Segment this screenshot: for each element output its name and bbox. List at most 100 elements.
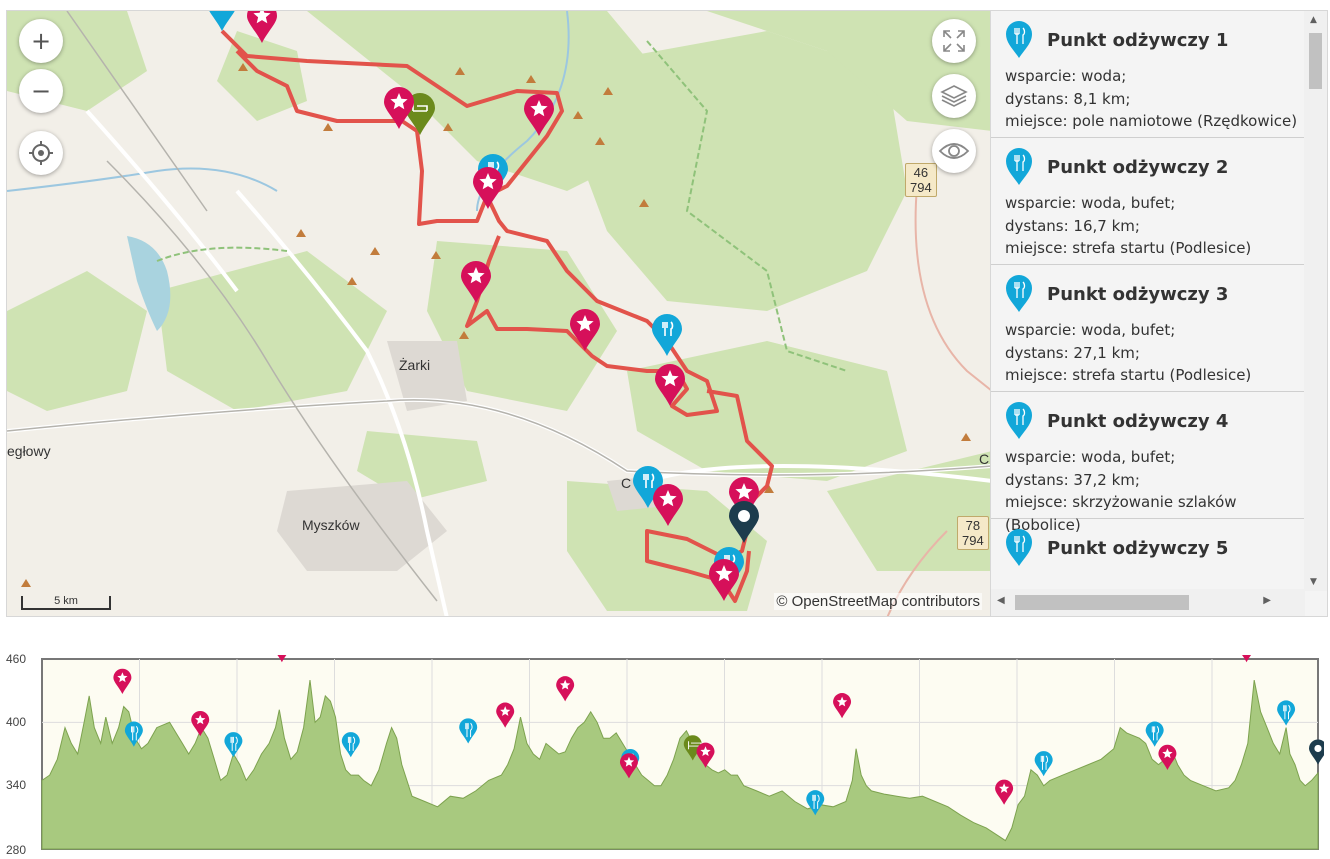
poi-details: wsparcie: woda, bufet; dystans: 27,1 km; m…: [1005, 319, 1298, 387]
star-marker-icon[interactable]: [496, 702, 515, 728]
poi-header: Punkt odżywczy 1: [1005, 19, 1298, 61]
elevation-profile[interactable]: 460 400 340 280: [0, 645, 1330, 859]
poi-place: miejsce: strefa startu (Podlesice): [1005, 366, 1252, 384]
star-marker-icon[interactable]: [524, 94, 554, 136]
fullscreen-icon: [943, 30, 965, 52]
star-marker-icon[interactable]: [473, 167, 503, 209]
star-marker-icon[interactable]: [1158, 744, 1177, 770]
poi-support: wsparcie: woda, bufet;: [1005, 448, 1176, 466]
poi-place: miejsce: skrzyżowanie szlaków (Bobolice): [1005, 493, 1237, 534]
place-name-partial-edge: C: [979, 451, 990, 467]
layers-icon: [940, 85, 968, 107]
map-view[interactable]: Żarki Myszków egłowy C C 46 794 78 794 +…: [6, 10, 991, 617]
star-marker-icon[interactable]: [619, 753, 638, 779]
fullscreen-button[interactable]: [932, 19, 976, 63]
star-marker-icon[interactable]: [461, 261, 491, 303]
vertical-scroll-thumb[interactable]: [1309, 33, 1322, 89]
y-tick-label: 280: [6, 843, 27, 857]
poi-distance: dystans: 37,2 km;: [1005, 470, 1140, 489]
food-marker-icon[interactable]: [652, 314, 682, 356]
food-marker-icon: [1006, 275, 1032, 312]
elevation-area: [41, 680, 1319, 850]
zoom-out-label: −: [30, 77, 52, 105]
star-marker-icon[interactable]: [833, 693, 852, 719]
y-tick-label: 340: [6, 778, 27, 792]
road-badge-78-794: 78 794: [957, 516, 989, 550]
food-marker-icon[interactable]: [341, 732, 360, 758]
star-marker-icon[interactable]: [1238, 655, 1256, 663]
road-number: 78: [965, 518, 981, 533]
road-number: 46: [913, 165, 929, 180]
poi-details: wsparcie: woda, bufet; dystans: 16,7 km; m…: [1005, 192, 1298, 260]
food-marker-icon: [1006, 148, 1032, 185]
locate-button[interactable]: [19, 131, 63, 175]
food-marker-icon[interactable]: [224, 732, 243, 758]
poi-list[interactable]: Punkt odżywczy 1 wsparcie: woda; dystans: …: [991, 11, 1304, 591]
poi-title: Punkt odżywczy 3: [1047, 283, 1229, 305]
poi-header: Punkt odżywczy 2: [1005, 146, 1298, 188]
place-name-partial: C: [621, 475, 632, 491]
finish-marker-icon[interactable]: [1309, 739, 1324, 765]
scale-label: 5 km: [54, 595, 78, 607]
star-marker-icon[interactable]: [384, 87, 414, 129]
poi-header: Punkt odżywczy 3: [1005, 273, 1298, 315]
food-marker-icon[interactable]: [1277, 700, 1296, 726]
star-marker-icon[interactable]: [696, 742, 715, 768]
food-marker-icon: [1006, 21, 1032, 58]
horizontal-scrollbar[interactable]: ◀ ▶: [991, 589, 1305, 616]
star-marker-icon[interactable]: [709, 559, 739, 601]
star-marker-icon[interactable]: [655, 364, 685, 406]
eye-icon: [938, 143, 970, 159]
poi-support: wsparcie: woda, bufet;: [1005, 321, 1176, 339]
food-marker-icon[interactable]: [124, 721, 143, 747]
y-tick-label: 400: [6, 715, 27, 729]
star-marker-icon[interactable]: [556, 676, 575, 702]
star-marker-icon[interactable]: [273, 655, 291, 663]
poi-place: miejsce: strefa startu (Podlesice): [1005, 239, 1252, 257]
food-marker-icon[interactable]: [633, 466, 663, 508]
poi-details: wsparcie: woda, bufet; dystans: 37,2 km; m…: [1005, 446, 1298, 536]
place-name-myszkow: Myszków: [302, 517, 360, 533]
y-tick-label: 460: [6, 652, 27, 666]
road-badge-46-794: 46 794: [905, 163, 937, 197]
scroll-up-arrow-icon[interactable]: ▲: [1310, 15, 1317, 25]
finish-marker-icon[interactable]: [729, 501, 759, 543]
poi-title: Punkt odżywczy 2: [1047, 156, 1229, 178]
poi-item[interactable]: Punkt odżywczy 5: [991, 519, 1304, 591]
star-marker-icon[interactable]: [191, 710, 210, 737]
food-marker-icon[interactable]: [459, 718, 478, 744]
food-marker-icon[interactable]: [1145, 721, 1164, 747]
visibility-button[interactable]: [932, 129, 976, 173]
zoom-in-button[interactable]: +: [19, 19, 63, 63]
scroll-right-arrow-icon[interactable]: ▶: [1263, 595, 1271, 606]
star-marker-icon[interactable]: [247, 11, 277, 43]
scroll-down-arrow-icon[interactable]: ▼: [1310, 577, 1317, 587]
poi-item[interactable]: Punkt odżywczy 1 wsparcie: woda; dystans: …: [991, 11, 1304, 138]
poi-distance: dystans: 16,7 km;: [1005, 216, 1140, 235]
zoom-out-button[interactable]: −: [19, 69, 63, 113]
poi-place: miejsce: pole namiotowe (Rzędkowice): [1005, 112, 1298, 130]
food-marker-icon: [1006, 529, 1032, 566]
horizontal-scroll-thumb[interactable]: [1015, 595, 1189, 610]
poi-item[interactable]: Punkt odżywczy 3 wsparcie: woda, bufet; dy…: [991, 265, 1304, 392]
layers-button[interactable]: [932, 74, 976, 118]
food-marker-icon[interactable]: [1034, 751, 1053, 777]
food-marker-icon[interactable]: [207, 11, 237, 31]
vertical-scrollbar[interactable]: ▲ ▼: [1304, 11, 1327, 591]
map-attribution[interactable]: © OpenStreetMap contributors: [774, 593, 982, 610]
elevation-chart[interactable]: [40, 655, 1324, 855]
poi-title: Punkt odżywczy 1: [1047, 29, 1229, 51]
place-name-zarki: Żarki: [399, 357, 431, 373]
star-marker-icon[interactable]: [113, 668, 132, 694]
poi-title: Punkt odżywczy 5: [1047, 537, 1229, 559]
scroll-left-arrow-icon[interactable]: ◀: [997, 595, 1005, 606]
food-marker-icon[interactable]: [806, 790, 825, 816]
star-marker-icon[interactable]: [995, 779, 1014, 805]
poi-item[interactable]: Punkt odżywczy 4 wsparcie: woda, bufet; dy…: [991, 392, 1304, 534]
poi-item[interactable]: Punkt odżywczy 2 wsparcie: woda, bufet; dy…: [991, 138, 1304, 265]
poi-title: Punkt odżywczy 4: [1047, 410, 1229, 432]
star-marker-icon[interactable]: [653, 484, 683, 526]
star-marker-icon[interactable]: [570, 309, 600, 351]
star-marker-icon[interactable]: [729, 477, 759, 519]
